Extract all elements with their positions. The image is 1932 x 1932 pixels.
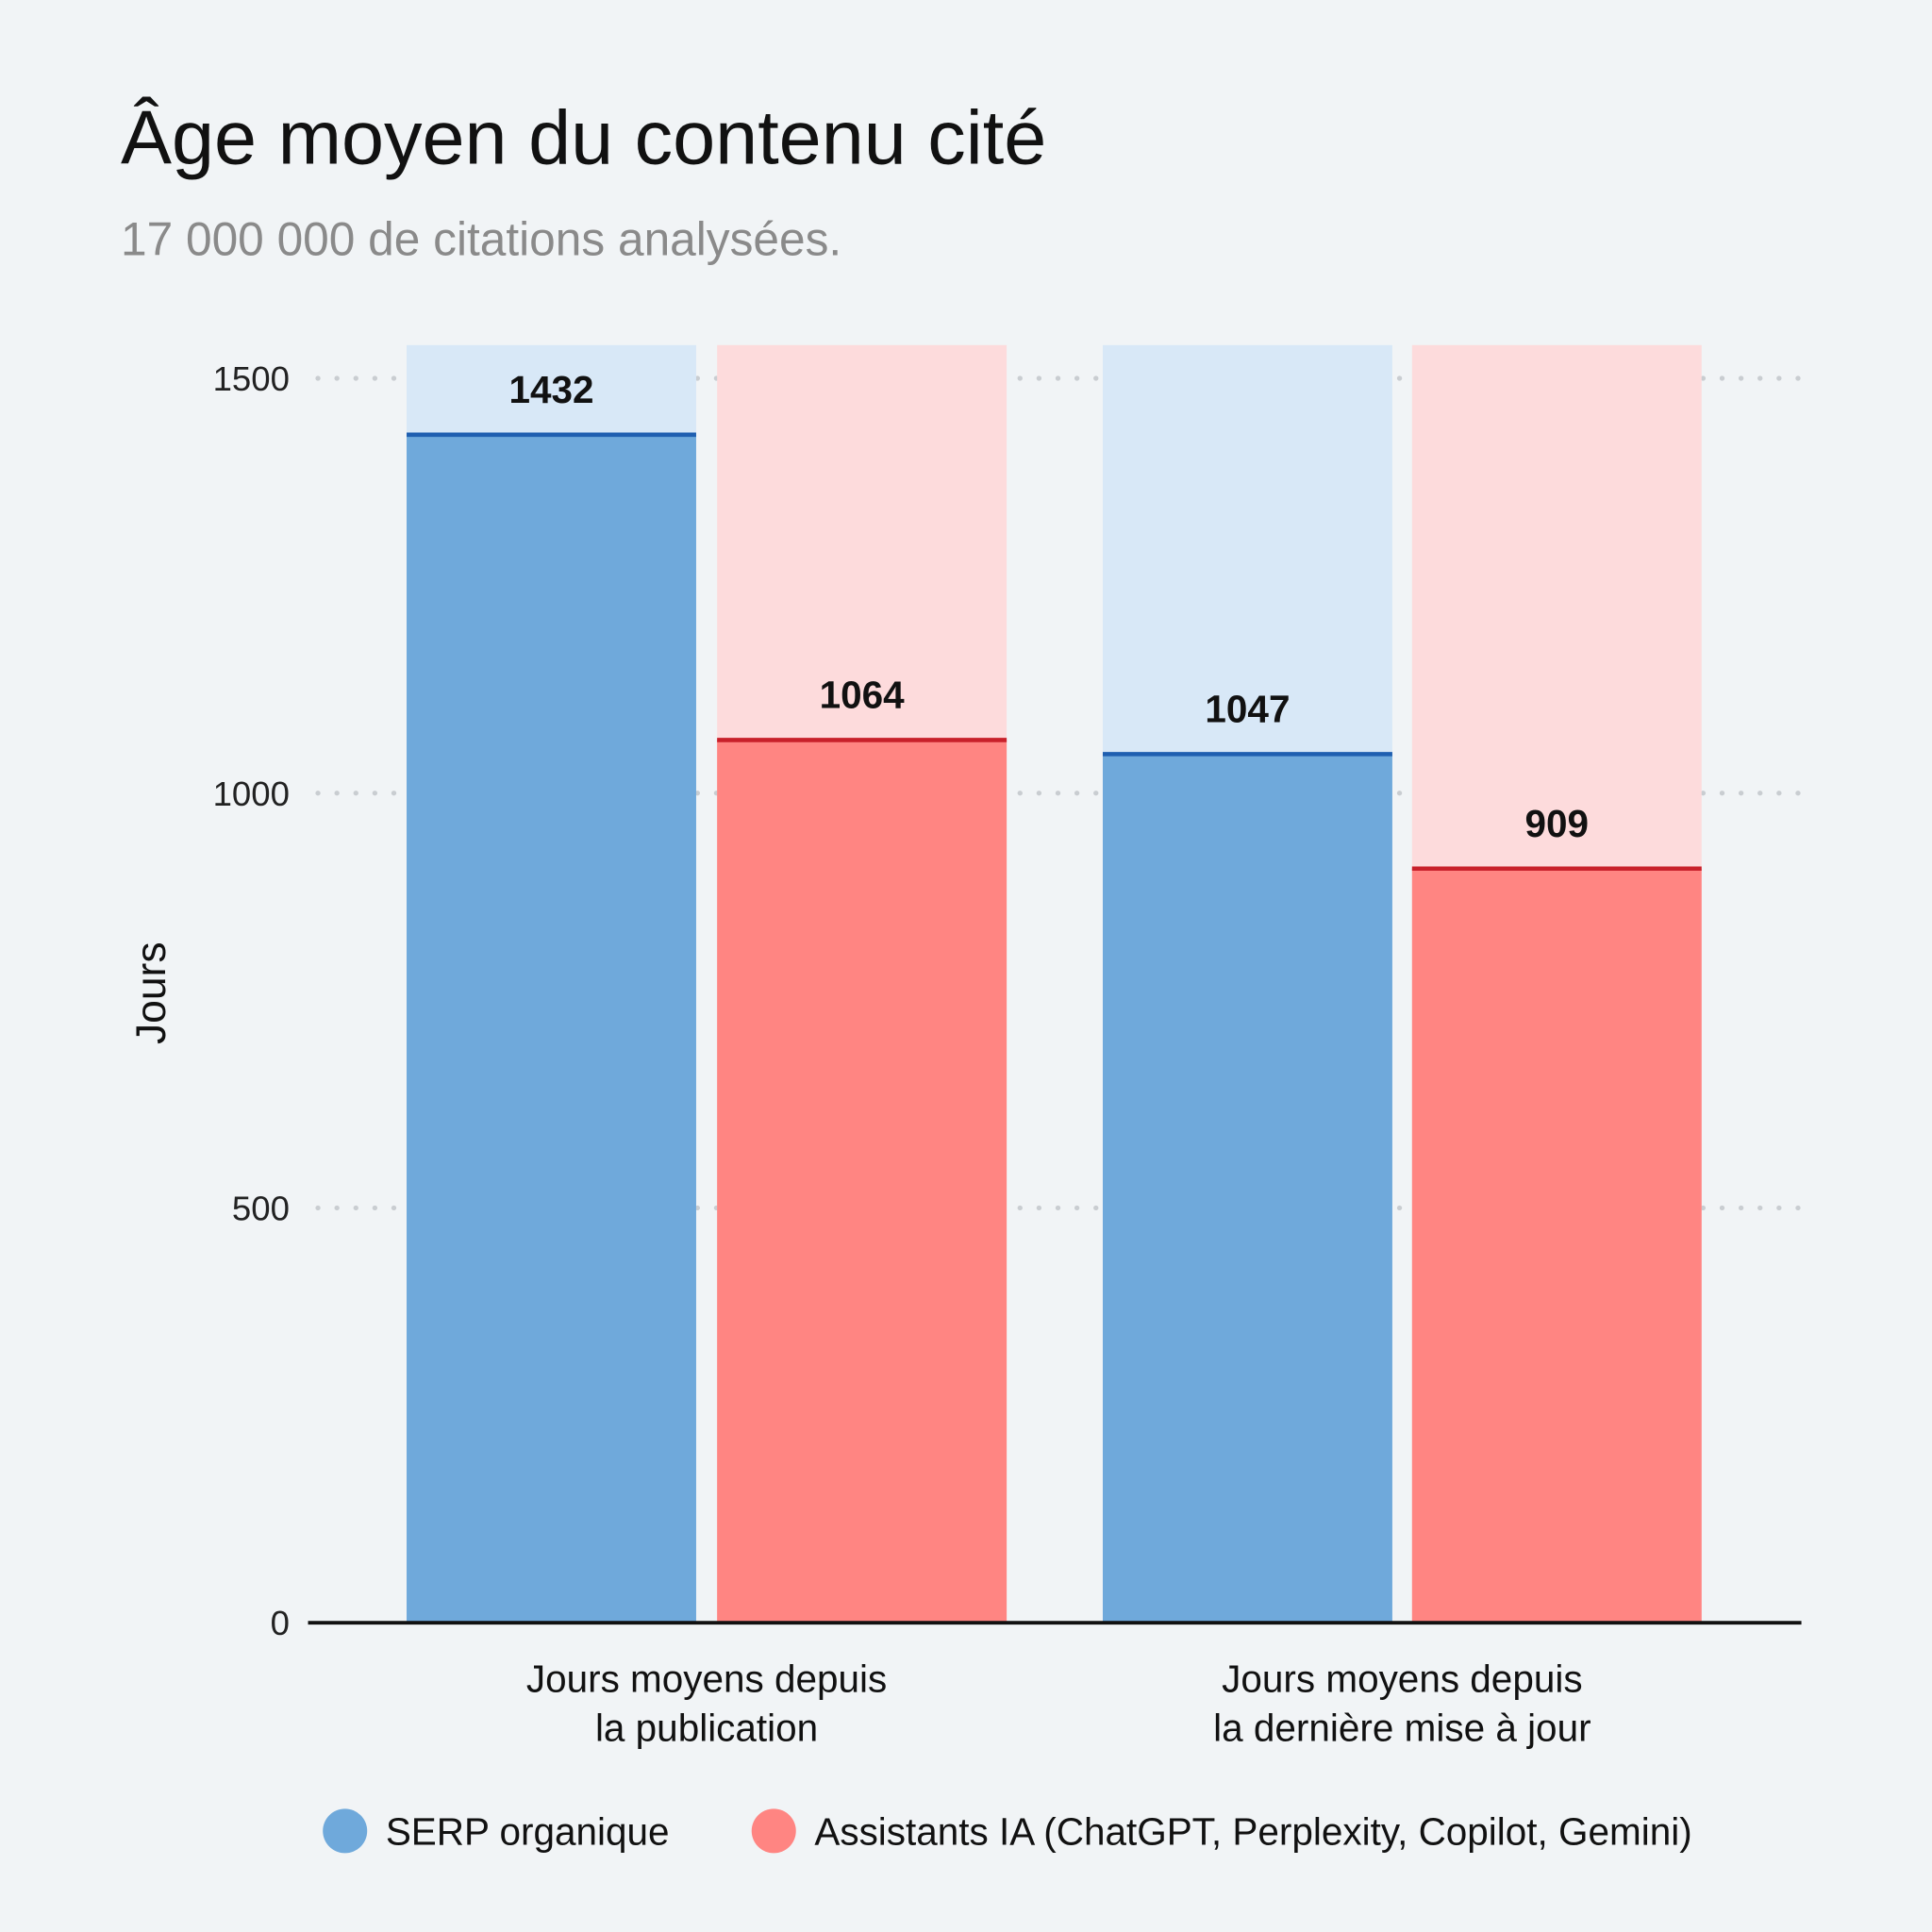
bar: [1102, 754, 1392, 1624]
legend-swatch: [323, 1808, 368, 1854]
data-label: 1047: [1205, 687, 1290, 730]
x-tick-label: la dernière mise à jour: [1213, 1707, 1591, 1750]
y-axis-label: Jours: [128, 941, 175, 1044]
x-tick-label: Jours moyens depuis: [1222, 1657, 1582, 1700]
legend-swatch: [751, 1808, 796, 1854]
bar: [407, 434, 696, 1624]
y-tick-label: 1000: [213, 774, 290, 813]
data-label: 909: [1525, 802, 1590, 845]
legend-label: Assistants IA (ChatGPT, Perplexity, Copi…: [814, 1809, 1691, 1853]
y-tick-label: 1500: [213, 359, 290, 398]
y-tick-label: 500: [232, 1189, 290, 1227]
chart-subtitle: 17 000 000 de citations analysées.: [121, 212, 841, 265]
x-tick-label: Jours moyens depuis: [526, 1657, 887, 1700]
bar: [717, 740, 1008, 1624]
data-label: 1064: [820, 673, 906, 716]
chart-title: Âge moyen du contenu cité: [121, 96, 1046, 181]
bar: [1411, 868, 1702, 1624]
legend-label: SERP organique: [386, 1809, 670, 1853]
x-tick-label: la publication: [595, 1707, 818, 1750]
y-tick-label: 0: [271, 1604, 290, 1642]
data-label: 1432: [508, 368, 593, 411]
